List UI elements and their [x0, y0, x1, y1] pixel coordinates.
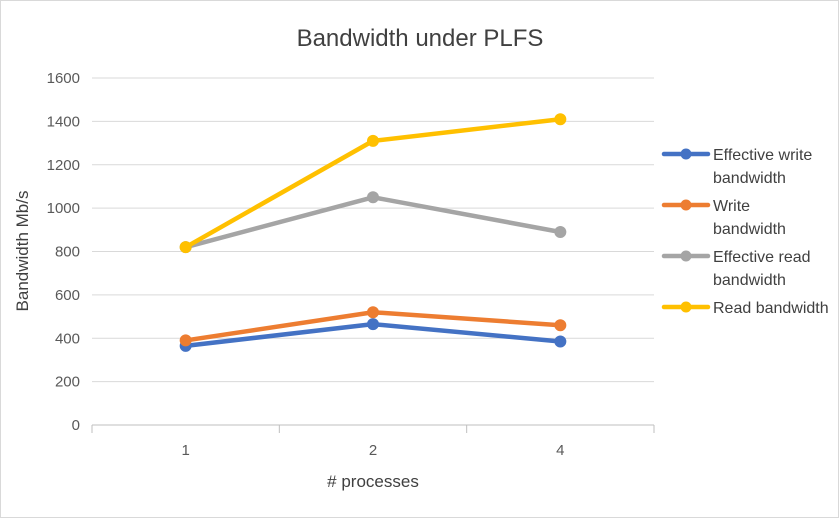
series-1: [179, 306, 567, 347]
x-tick-label: 1: [181, 442, 189, 459]
y-tick-label: 1600: [47, 70, 80, 87]
legend-label: Write: [713, 198, 750, 215]
y-tick-label: 1400: [47, 113, 80, 130]
data-point: [367, 306, 379, 319]
legend-swatch-marker: [680, 301, 692, 313]
legend-item: Read bandwidth: [661, 300, 829, 317]
data-point: [554, 225, 567, 238]
legend-label: bandwidth: [713, 272, 786, 289]
legend-item: Effective write bandwidth: [661, 147, 812, 187]
series-line: [183, 195, 563, 250]
y-tick-label: 600: [55, 287, 80, 304]
legend-item: Write bandwidth: [661, 198, 786, 238]
x-tick-label: 4: [556, 442, 564, 459]
series-0: [179, 318, 567, 352]
legend: Effective writebandwidthWritebandwidthEf…: [661, 147, 829, 317]
y-tick-label: 200: [55, 374, 80, 391]
legend-label: bandwidth: [713, 221, 786, 238]
y-tick-label: 800: [55, 244, 80, 261]
y-axis-tick-labels: 0 200 400 600 800 1000 1200 1400 1600: [47, 70, 80, 434]
y-tick-label: 1000: [47, 200, 80, 217]
x-tick-label: 2: [369, 442, 377, 459]
legend-swatch-marker: [680, 250, 692, 262]
legend-swatch-marker: [680, 148, 692, 160]
y-tick-label: 0: [72, 417, 80, 434]
legend-label: Effective read: [713, 249, 811, 266]
legend-swatch-marker: [680, 199, 692, 211]
data-point: [554, 335, 567, 348]
legend-label: Effective write: [713, 147, 812, 164]
x-axis: [91, 424, 655, 433]
legend-label: Read bandwidth: [713, 300, 829, 317]
data-point: [554, 113, 567, 126]
data-point: [554, 319, 567, 332]
series-3: [179, 113, 567, 254]
data-point: [179, 241, 192, 254]
legend-item: Effective read bandwidth: [661, 249, 811, 289]
chart-title: Bandwidth under PLFS: [297, 25, 544, 52]
x-axis-title: # processes: [327, 472, 419, 491]
data-point: [367, 191, 379, 204]
gridlines: [92, 77, 654, 383]
y-axis-title: Bandwidth Mb/s: [13, 191, 32, 312]
series-2: [179, 191, 567, 254]
data-point: [367, 134, 379, 147]
y-tick-label: 1200: [47, 157, 80, 174]
data-point: [179, 334, 192, 347]
series-layer: [179, 113, 567, 352]
y-tick-label: 400: [55, 330, 80, 347]
x-axis-tick-labels: 1 2 4: [181, 442, 564, 459]
data-point: [367, 318, 379, 331]
legend-label: bandwidth: [713, 170, 786, 187]
